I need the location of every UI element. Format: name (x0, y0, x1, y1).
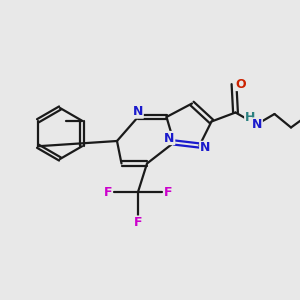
Text: N: N (200, 141, 210, 154)
Text: N: N (133, 105, 143, 118)
Text: F: F (134, 216, 142, 229)
Text: F: F (104, 185, 112, 199)
Text: N: N (252, 118, 262, 131)
Text: H: H (245, 111, 255, 124)
Text: N: N (164, 131, 175, 145)
Text: O: O (235, 77, 246, 91)
Text: F: F (164, 185, 172, 199)
